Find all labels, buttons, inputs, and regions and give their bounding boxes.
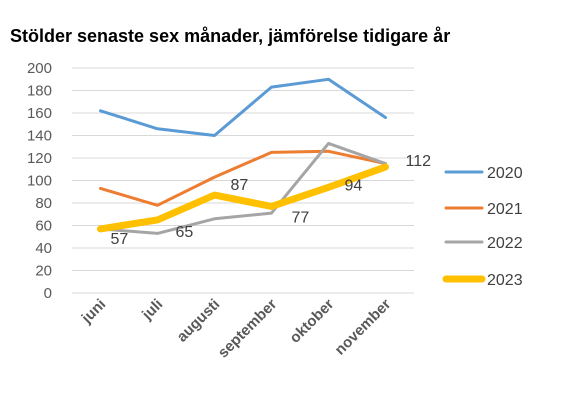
y-tick-label: 140 (27, 128, 52, 145)
legend-label: 2020 (487, 165, 523, 182)
series-line-2020 (99, 77, 387, 137)
x-tick-label: september (215, 296, 281, 362)
legend-label: 2023 (487, 272, 523, 289)
series-line-2021 (99, 149, 387, 207)
legend: 2020 2021 2022 2023 (442, 165, 523, 289)
legend-label: 2021 (487, 201, 523, 218)
data-label: 65 (176, 224, 194, 241)
y-tick-label: 120 (27, 150, 52, 167)
data-label: 57 (111, 231, 129, 248)
chart-title: Stölder senaste sex månader, jämförelse … (10, 26, 451, 46)
y-tick-label: 20 (35, 263, 52, 280)
legend-item-2022: 2022 (444, 235, 523, 252)
data-label: 94 (345, 177, 363, 194)
y-tick-label: 0 (44, 285, 52, 302)
y-tick-label: 180 (27, 83, 52, 100)
series-line-2022 (99, 141, 387, 235)
x-tick-label: augusti (174, 296, 224, 346)
legend-label: 2022 (487, 235, 523, 252)
x-tick-label: juni (78, 296, 110, 328)
legend-item-2023: 2023 (442, 272, 523, 289)
data-label: 112 (406, 153, 432, 170)
series-lines (97, 77, 389, 235)
legend-item-2020: 2020 (444, 165, 523, 182)
y-axis-ticks: 0 20 40 60 80 100 120 140 160 180 200 (27, 60, 52, 302)
legend-item-2021: 2021 (444, 201, 523, 218)
y-tick-label: 160 (27, 105, 52, 122)
y-tick-label: 40 (35, 240, 52, 257)
x-tick-label: oktober (286, 296, 337, 347)
data-label: 87 (231, 177, 249, 194)
series-line-2023 (97, 163, 389, 233)
x-tick-label: juli (138, 296, 166, 324)
data-labels: 57 65 87 77 94 112 (111, 153, 432, 248)
y-tick-label: 60 (35, 218, 52, 235)
y-tick-label: 80 (35, 195, 52, 212)
y-tick-label: 200 (27, 60, 52, 77)
y-tick-label: 100 (27, 173, 52, 190)
data-label: 77 (292, 209, 310, 226)
x-tick-label: november (332, 296, 395, 359)
